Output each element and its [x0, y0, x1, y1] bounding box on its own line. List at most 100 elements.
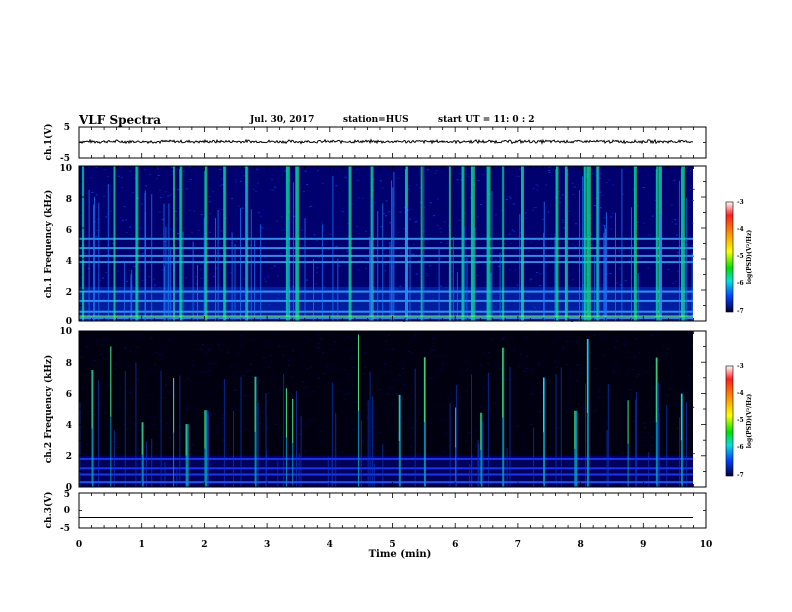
ch2-spectrogram-pixel — [316, 346, 319, 348]
ch2-spectrogram-streak — [369, 371, 371, 487]
ch2-spectrogram-pixel — [685, 391, 688, 393]
ch1-spectrogram-pixel — [450, 278, 453, 280]
ch2-spectrogram-pixel — [361, 410, 364, 412]
ch2-spectrogram-pixel — [609, 389, 612, 391]
ch1-spectrogram-pixel — [515, 175, 518, 177]
ch2-spectrogram-pixel — [430, 350, 433, 351]
ch1-spectrogram-pixel — [617, 250, 620, 252]
ch2-spectrogram-pixel — [465, 440, 467, 442]
ch2-spectrogram-pixel — [566, 340, 569, 342]
ch2-spectrogram-pixel — [500, 378, 502, 380]
ch2-spectrogram-pixel — [168, 426, 171, 428]
ch1-spectrogram-pixel — [513, 230, 516, 232]
ch1-spectrogram-pixel — [213, 251, 216, 253]
ch2-colorbar — [725, 365, 734, 477]
ch1-spectrogram-pixel — [171, 174, 174, 176]
ch1-spectrogram-streak — [597, 169, 599, 321]
ch1-spectrogram-streak — [554, 236, 556, 321]
ch1-spectrogram-pixel — [117, 170, 120, 172]
ch1-spectrogram-pixel — [175, 218, 178, 220]
ch1-spectrogram-pixel — [636, 257, 639, 259]
ch1-spectrogram-pixel — [95, 167, 98, 168]
ch2-spectrogram-pixel — [189, 447, 192, 449]
ch1-spectrogram-pixel — [341, 211, 344, 213]
ch2-spectrogram-pixel — [153, 364, 156, 366]
ch2-spectrogram-band — [79, 473, 693, 476]
ch1-spectrogram-streak — [605, 228, 606, 321]
ch2-spectrogram-pixel — [287, 365, 290, 366]
ch1-spectrogram-streak — [582, 176, 584, 321]
ch1-spectrogram-burst — [179, 166, 182, 321]
ch1-spectrogram-pixel — [320, 254, 323, 256]
ch2-spectrogram-pixel — [450, 393, 453, 395]
ch1-spectrogram-pixel — [365, 230, 368, 232]
ch1-spectrogram-pixel — [265, 281, 267, 283]
ch1-spectrogram-pixel — [365, 258, 368, 260]
ch2-spectrogram-pixel — [474, 429, 477, 431]
ch1-spectrogram-pixel — [518, 168, 521, 170]
ch2-spectrogram-pixel — [221, 417, 224, 419]
ch2-spectrogram-pixel — [441, 363, 444, 365]
ch2-spectrogram-streak — [648, 452, 650, 487]
ch1-spectrogram-pixel — [395, 232, 397, 234]
ch2-spectrogram-pixel — [335, 442, 338, 444]
ch1-spectrogram-pixel — [508, 233, 511, 235]
ch2-spectrogram-burst — [358, 334, 359, 411]
ch1-spectrogram-pixel — [357, 179, 360, 181]
ch2-spectrogram-pixel — [244, 395, 247, 397]
ch1-waveform-trace — [78, 138, 694, 145]
ch2-spectrogram-pixel — [595, 409, 598, 411]
ch1-spectrogram-pixel — [593, 205, 596, 206]
ch1-spectrogram-pixel — [434, 172, 437, 174]
ch1-ytick-2: 2 — [66, 288, 72, 298]
ch2-spectrogram-streak — [471, 454, 473, 487]
ch2-spectrogram-pixel — [652, 421, 655, 422]
ch1-spectrogram-pixel — [532, 209, 535, 211]
ch1-spectrogram-pixel — [163, 241, 166, 243]
ch1-spectrogram-pixel — [412, 253, 415, 255]
ch1-spectrogram-pixel — [320, 222, 323, 224]
ch1-spectrogram-pixel — [476, 216, 479, 218]
ch2-spectrogram-pixel — [450, 402, 453, 404]
ch2-spectrogram-pixel — [626, 372, 629, 374]
ch1-spectrogram-pixel — [409, 208, 412, 210]
ch1-spectrogram-pixel — [332, 199, 335, 201]
ch1-spectrogram-pixel — [561, 194, 564, 196]
ch2-spectrogram-pixel — [576, 380, 579, 382]
ch2-spectrogram-pixel — [637, 351, 640, 353]
ch2-spectrogram-pixel — [216, 426, 219, 428]
ch2-spectrogram-pixel — [502, 337, 505, 339]
ch1-spectrogram-pixel — [451, 271, 454, 272]
ch1-spectrogram-pixel — [558, 235, 561, 237]
ch2-spectrogram-streak — [533, 427, 535, 487]
ch1-spectrogram-pixel — [302, 191, 305, 192]
ch2-spectrogram-pixel — [501, 339, 504, 341]
ch1-spectrogram-pixel — [642, 187, 645, 188]
ch2-spectrogram-pixel — [190, 453, 193, 455]
ch2-spectrogram-pixel — [645, 370, 648, 372]
ch2-spectrogram-pixel — [168, 391, 171, 393]
ch2-spectrogram-pixel — [601, 338, 604, 340]
ch2-spectrogram-pixel — [169, 384, 172, 385]
ch2-spectrogram-pixel — [129, 350, 132, 352]
ch2-spectrogram-pixel — [152, 424, 155, 425]
ch1-spectrogram-pixel — [254, 191, 257, 192]
ch2-spectrogram-streak — [257, 402, 259, 487]
ch1-spectrogram-pixel — [157, 220, 160, 222]
ch1-spectrogram-pixel — [195, 283, 198, 285]
ch1-spectrogram-pixel — [208, 201, 211, 203]
ch1-spectrogram-pixel — [428, 265, 431, 267]
ch2-spectrogram-burst — [173, 378, 175, 487]
ch2-spectrogram-pixel — [388, 388, 391, 390]
ch1-spectrogram-pixel — [692, 188, 695, 190]
ch1-spectrogram-pixel — [272, 175, 275, 176]
ch1-spectrogram-pixel — [139, 227, 142, 229]
ch2-spectrogram-pixel — [652, 366, 654, 368]
ch1-spectrogram-streak — [621, 168, 623, 321]
ch1-spectrogram-pixel — [423, 210, 426, 212]
ch1-spectrogram-pixel — [510, 197, 513, 199]
ch2-spectrogram-pixel — [440, 369, 443, 370]
ch2-spectrogram-streak — [636, 391, 638, 487]
ch1-spectrogram-pixel — [517, 176, 520, 178]
